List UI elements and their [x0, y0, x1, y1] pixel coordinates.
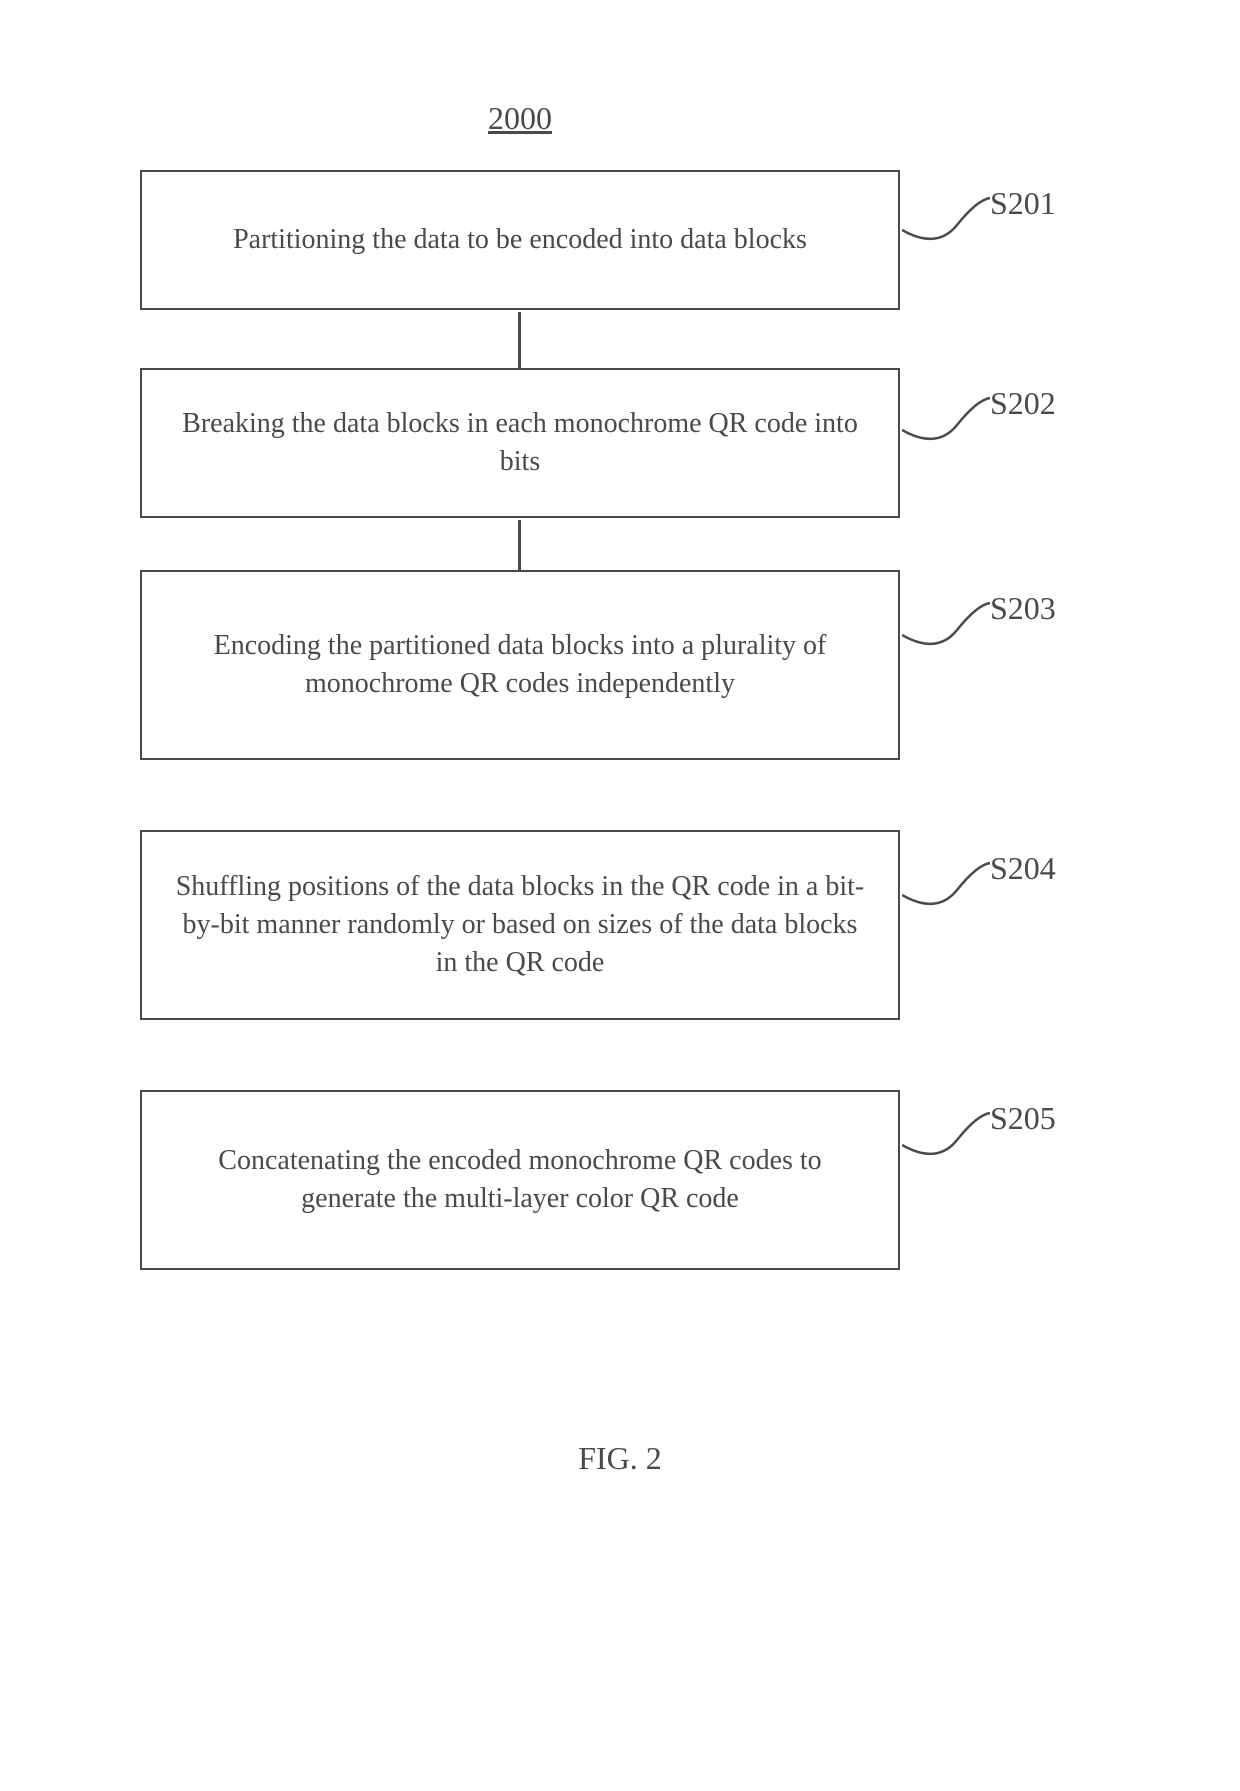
step-label-s205: S205 [990, 1100, 1056, 1137]
callout-s205 [902, 1110, 992, 1165]
step-box-s204: Shuffling positions of the data blocks i… [140, 830, 900, 1020]
figure-caption: FIG. 2 [0, 1440, 1240, 1477]
step-text: Breaking the data blocks in each monochr… [172, 405, 868, 481]
step-box-s201: Partitioning the data to be encoded into… [140, 170, 900, 310]
step-box-s203: Encoding the partitioned data blocks int… [140, 570, 900, 760]
step-text: Shuffling positions of the data blocks i… [172, 868, 868, 981]
callout-s201 [902, 195, 992, 250]
step-label-s204: S204 [990, 850, 1056, 887]
step-text: Partitioning the data to be encoded into… [233, 221, 807, 259]
step-text: Encoding the partitioned data blocks int… [172, 627, 868, 703]
step-text: Concatenating the encoded monochrome QR … [172, 1142, 868, 1218]
callout-s203 [902, 600, 992, 655]
connector-s201-s202 [518, 312, 521, 368]
step-label-s201: S201 [990, 185, 1056, 222]
figure-title: 2000 [0, 100, 1040, 137]
callout-s202 [902, 395, 992, 450]
step-box-s205: Concatenating the encoded monochrome QR … [140, 1090, 900, 1270]
step-label-s203: S203 [990, 590, 1056, 627]
step-box-s202: Breaking the data blocks in each monochr… [140, 368, 900, 518]
callout-s204 [902, 860, 992, 915]
step-label-s202: S202 [990, 385, 1056, 422]
flowchart-canvas: 2000 Partitioning the data to be encoded… [0, 0, 1240, 1791]
connector-s202-s203 [518, 520, 521, 570]
